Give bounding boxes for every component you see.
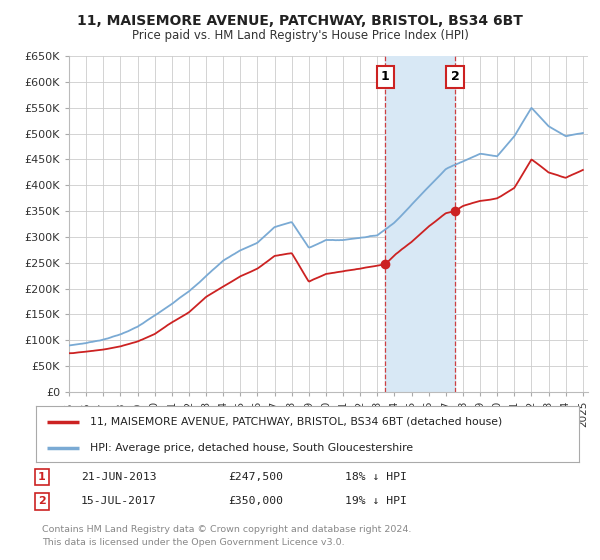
Text: 1: 1 xyxy=(381,70,390,83)
Text: 21-JUN-2013: 21-JUN-2013 xyxy=(81,472,157,482)
Bar xyxy=(385,56,455,392)
Text: £247,500: £247,500 xyxy=(228,472,283,482)
Text: 2: 2 xyxy=(451,70,460,83)
Text: 15-JUL-2017: 15-JUL-2017 xyxy=(81,496,157,506)
Text: 18% ↓ HPI: 18% ↓ HPI xyxy=(345,472,407,482)
Text: 2: 2 xyxy=(38,496,46,506)
Text: 11, MAISEMORE AVENUE, PATCHWAY, BRISTOL, BS34 6BT: 11, MAISEMORE AVENUE, PATCHWAY, BRISTOL,… xyxy=(77,14,523,28)
Text: Contains HM Land Registry data © Crown copyright and database right 2024.
This d: Contains HM Land Registry data © Crown c… xyxy=(42,525,412,547)
Text: 19% ↓ HPI: 19% ↓ HPI xyxy=(345,496,407,506)
Text: HPI: Average price, detached house, South Gloucestershire: HPI: Average price, detached house, Sout… xyxy=(91,443,413,453)
Text: Price paid vs. HM Land Registry's House Price Index (HPI): Price paid vs. HM Land Registry's House … xyxy=(131,29,469,42)
Text: 1: 1 xyxy=(38,472,46,482)
Text: £350,000: £350,000 xyxy=(228,496,283,506)
Text: 11, MAISEMORE AVENUE, PATCHWAY, BRISTOL, BS34 6BT (detached house): 11, MAISEMORE AVENUE, PATCHWAY, BRISTOL,… xyxy=(91,417,503,427)
